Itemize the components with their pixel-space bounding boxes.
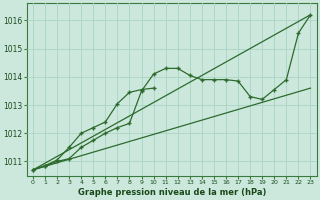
X-axis label: Graphe pression niveau de la mer (hPa): Graphe pression niveau de la mer (hPa) [77, 188, 266, 197]
